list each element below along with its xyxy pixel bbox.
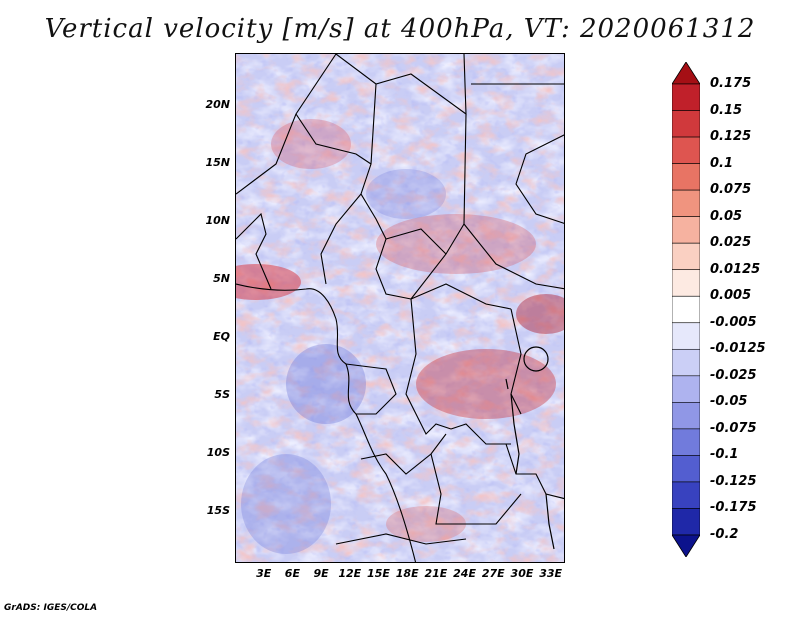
lon-tick-label: 24E [453,567,476,580]
lat-tick-label: EQ [213,329,230,343]
credit-text: GrADS: IGES/COLA [4,603,98,613]
colorbar-tick-label: 0.0125 [710,261,761,277]
colorbar-tick-label: -0.05 [710,394,748,410]
colorbar-segment [672,163,700,191]
velocity-map [235,53,565,563]
colorbar-segment [672,402,700,430]
colorbar-segment [672,375,700,403]
colorbar-tick-label: -0.025 [710,367,757,383]
colorbar-segment [672,189,700,217]
colorbar-segment [672,428,700,456]
colorbar-segment [672,481,700,509]
colorbar-segment [672,136,700,164]
rising-zone-congo-east [416,349,556,419]
lat-tick-label: 10N [205,214,230,228]
lon-tick-label: 3E [256,567,272,580]
lat-tick-label: 5S [214,387,230,401]
colorbar-segment [672,242,700,271]
lon-tick-label: 33E [539,567,563,580]
colorbar-tick-label: -0.125 [710,473,757,489]
chart-title: Vertical velocity [m/s] at 400hPa, VT: 2… [44,14,756,44]
colorbar-segment [672,216,700,244]
lon-tick-label: 18E [395,567,419,580]
sinking-zone-chad [366,169,446,219]
colorbar-tick-label: -0.075 [710,420,757,436]
lat-tick-label: 15S [206,503,230,517]
colorbar-tick-label: -0.0125 [710,341,766,357]
colorbar-segment [672,322,700,350]
lon-tick-label: 21E [424,567,448,580]
lat-tick-label: 15N [205,156,230,170]
lat-tick-label: 5N [213,272,230,286]
colorbar-tick-label: 0.05 [710,208,743,224]
lon-tick-label: 6E [284,567,300,580]
lat-tick-label: 20N [205,98,230,112]
lake-malawi [545,493,555,550]
colorbar-segment [672,83,700,111]
lon-tick-label: 30E [510,567,534,580]
field-texture-rising [236,54,564,562]
colorbar-segment [672,508,700,536]
lon-tick-label: 27E [481,567,505,580]
sinking-zone-atlantic [241,454,331,554]
country-borders [236,54,564,562]
colorbar-tick-label: -0.175 [710,500,757,516]
lon-tick-label: 15E [367,567,390,580]
colorbar-segment [672,455,700,483]
colorbar-tick-label: 0.1 [710,155,734,171]
colorbar-tick-label: -0.1 [710,447,739,463]
lake-tanganyika [510,393,520,475]
colorbar-segment [672,348,700,377]
rising-zone-great-lakes [516,294,564,334]
colorbar-tick-label: 0.15 [710,102,743,118]
colorbar-tick-label: 0.075 [710,182,752,198]
colorbar-bottom-arrow [672,534,700,557]
lon-tick-label: 9E [313,567,329,580]
lake-kivu [505,378,509,390]
colorbar-tick-label: -0.005 [710,314,757,330]
colorbar-tick-label: 0.175 [710,76,752,91]
rising-zone-sahara [271,119,351,169]
colorbar-tick-label: 0.005 [710,288,752,304]
colorbar-tick-label: 0.125 [710,129,752,145]
lon-tick-label: 12E [338,567,362,580]
colorbar-tick-label: 0.025 [710,235,752,251]
colorbar-top-arrow [672,62,700,85]
colorbar-tick-label: -0.2 [710,527,739,542]
lakes [505,346,555,550]
colorbar-segment [672,295,700,324]
rising-zone-sudan [376,214,536,274]
colorbar-segment [672,110,700,138]
colorbar [672,62,700,557]
rising-zone-angola [386,506,466,542]
lake-victoria [523,346,549,372]
colorbar-segment [672,269,700,297]
lat-tick-label: 10S [206,445,230,459]
